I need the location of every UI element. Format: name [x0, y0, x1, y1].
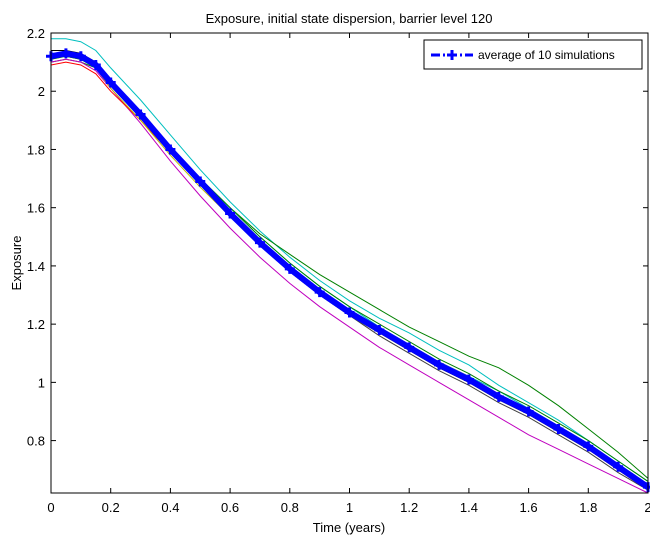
- y-tick-label: 1.8: [27, 142, 45, 157]
- average-marker: [523, 406, 534, 417]
- y-tick-label: 1.2: [27, 317, 45, 332]
- legend-entry-average: average of 10 simulations: [478, 48, 615, 62]
- average-marker: [583, 441, 594, 452]
- y-axis-label: Exposure: [9, 236, 24, 291]
- x-tick-label: 0.4: [161, 500, 179, 515]
- average-marker: [135, 109, 146, 120]
- average-marker: [493, 391, 504, 402]
- x-tick-label: 2: [644, 500, 650, 515]
- ticks-layer: 0 0.2 0.4 0.6 0.8 1 1.2 1.4 1.6 1.8 2 0.8 1 1.2 1.4 1.6…: [27, 26, 650, 515]
- average-marker: [165, 144, 176, 155]
- x-tick-label: 1.6: [520, 500, 538, 515]
- x-tick-label: 1: [346, 500, 353, 515]
- average-marker: [284, 263, 295, 274]
- average-marker: [434, 359, 445, 370]
- average-marker: [613, 461, 624, 472]
- average-marker: [314, 287, 325, 298]
- legend-swatch-marker: [447, 50, 457, 60]
- average-marker: [254, 237, 265, 248]
- average-marker: [404, 342, 415, 353]
- average-marker: [463, 374, 474, 385]
- average-marker: [225, 208, 236, 219]
- y-tick-label: 1: [38, 375, 45, 390]
- average-marker: [105, 77, 116, 88]
- average-marker: [75, 51, 86, 62]
- average-marker: [90, 60, 101, 71]
- y-tick-label: 1.4: [27, 259, 45, 274]
- simulation-line: [51, 38, 649, 482]
- chart-title: Exposure, initial state dispersion, barr…: [206, 11, 493, 26]
- x-axis-label: Time (years): [313, 520, 385, 535]
- average-marker: [374, 324, 385, 335]
- series-layer: [46, 38, 650, 494]
- x-tick-label: 1.4: [460, 500, 478, 515]
- x-tick-label: 1.2: [400, 500, 418, 515]
- x-tick-label: 0.8: [281, 500, 299, 515]
- x-tick-label: 0.2: [102, 500, 120, 515]
- x-tick-label: 0.6: [221, 500, 239, 515]
- y-tick-label: 2: [38, 84, 45, 99]
- y-tick-label: 2.2: [27, 26, 45, 41]
- x-tick-label: 1.8: [579, 500, 597, 515]
- x-tick-label: 0: [47, 500, 54, 515]
- y-tick-label: 1.6: [27, 201, 45, 216]
- average-marker: [344, 307, 355, 318]
- simulation-line: [50, 58, 649, 479]
- average-marker: [553, 423, 564, 434]
- y-tick-label: 0.8: [27, 434, 45, 449]
- average-marker: [195, 176, 206, 187]
- legend: average of 10 simulations: [423, 39, 643, 70]
- average-marker: [60, 48, 71, 59]
